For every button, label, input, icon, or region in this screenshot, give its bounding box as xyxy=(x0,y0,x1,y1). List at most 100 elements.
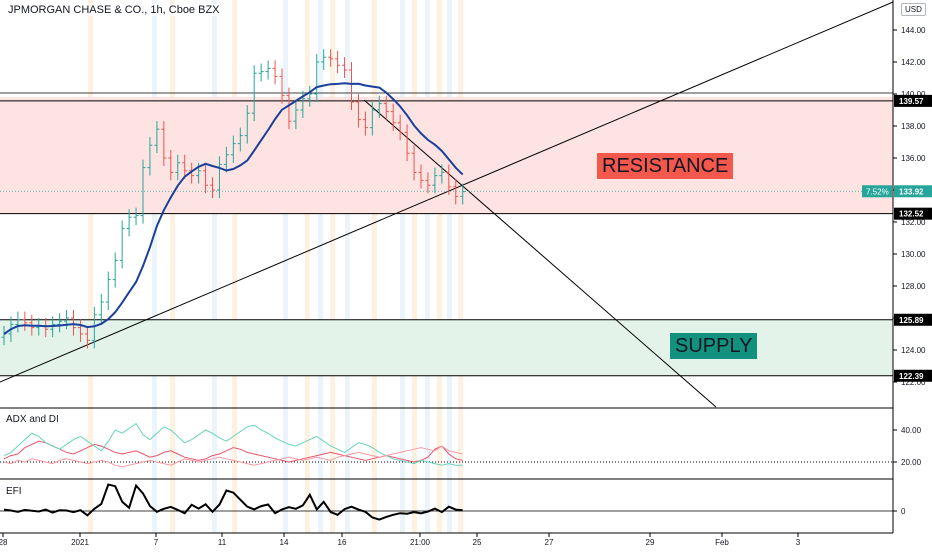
time-tick-label: 11 xyxy=(218,538,227,547)
session-stripe xyxy=(372,0,377,533)
ohlc-bar xyxy=(355,94,361,128)
ohlc-bar xyxy=(175,154,181,181)
session-stripe xyxy=(88,0,93,533)
ohlc-bar xyxy=(244,105,250,144)
ohlc-bar xyxy=(64,310,70,330)
session-stripe xyxy=(232,0,237,533)
session-stripe xyxy=(458,0,463,533)
ohlc-bar xyxy=(265,60,271,80)
ohlc-bar xyxy=(460,183,466,205)
ohlc-bar xyxy=(223,146,229,173)
level-tag-label: 139.57 xyxy=(899,97,924,106)
session-stripe xyxy=(283,0,288,533)
session-stripe xyxy=(400,0,405,533)
price-tick-label: 124.00 xyxy=(901,346,926,355)
ohlc-bar xyxy=(57,313,63,333)
time-tick-label: 7 xyxy=(154,538,159,547)
time-tick-label: 16 xyxy=(338,538,347,547)
falling-trendline xyxy=(363,99,717,408)
ohlc-bar xyxy=(411,145,417,181)
adx-series-line xyxy=(3,445,463,468)
ohlc-bar xyxy=(439,164,445,184)
time-tick-label: 21:00 xyxy=(410,538,431,547)
ohlc-bar xyxy=(404,124,410,162)
ohlc-bar xyxy=(15,311,21,333)
ohlc-bar xyxy=(133,207,139,226)
ohlc-bar xyxy=(203,162,209,194)
ohlc-bar xyxy=(112,252,118,288)
price-tick-label: 122.00 xyxy=(901,378,926,387)
ohlc-bar xyxy=(425,172,431,194)
ohlc-bar xyxy=(98,294,104,323)
session-stripe xyxy=(412,0,417,533)
ohlc-bar xyxy=(383,95,389,120)
ohlc-bar xyxy=(321,49,327,70)
adx-tick-label: 40.00 xyxy=(901,426,922,435)
ohlc-bar xyxy=(397,114,403,141)
ohlc-bar xyxy=(182,154,188,179)
resistance-label: RESISTANCE xyxy=(597,153,734,179)
level-tag-label: 132.52 xyxy=(899,210,924,219)
currency-badge[interactable]: USD xyxy=(901,3,926,16)
session-stripe xyxy=(447,0,452,533)
ohlc-bar xyxy=(432,167,438,194)
ohlc-bar xyxy=(446,164,452,195)
current-price-tag-bg xyxy=(894,185,932,198)
level-tag-bg xyxy=(894,369,932,382)
ohlc-bar xyxy=(71,310,76,336)
ohlc-bar xyxy=(216,156,222,198)
current-price-tag-label: 133.92 xyxy=(899,187,924,196)
ohlc-bar xyxy=(258,63,264,82)
ohlc-bar xyxy=(126,209,132,237)
level-tag-bg xyxy=(894,94,932,107)
time-tick-label: Feb xyxy=(715,538,729,547)
ohlc-bar xyxy=(376,95,382,118)
ohlc-bar xyxy=(140,159,146,224)
session-stripe xyxy=(437,0,442,533)
ohlc-bar xyxy=(335,50,341,74)
session-stripe xyxy=(330,0,335,533)
price-tick-label: 138.00 xyxy=(901,122,926,131)
ohlc-bar xyxy=(390,103,396,131)
time-tick-label: 29 xyxy=(646,538,655,547)
price-tick-label: 132.00 xyxy=(901,218,926,227)
ohlc-bar xyxy=(154,121,160,154)
ohlc-bar xyxy=(210,177,215,198)
ohlc-bar xyxy=(22,311,28,331)
ohlc-bar xyxy=(230,135,236,163)
ohlc-bar xyxy=(84,326,90,349)
price-tick-label: 144.00 xyxy=(901,26,926,35)
time-tick-label: 27 xyxy=(545,538,554,547)
session-stripe xyxy=(170,0,175,533)
ohlc-bar xyxy=(293,102,299,130)
moving-average-line xyxy=(3,82,464,335)
price-tick-label: 142.00 xyxy=(901,58,926,67)
time-tick-label: 25 xyxy=(473,538,482,547)
session-stripe xyxy=(152,0,157,533)
current-change-label: 7.52% xyxy=(866,187,889,196)
chart-title: JPMORGAN CHASE & CO., 1h, Cboe BZX xyxy=(6,4,222,16)
time-tick-label: 28 xyxy=(0,538,8,547)
session-stripe xyxy=(305,0,310,533)
ohlc-bar xyxy=(77,319,83,342)
efi-pane-label: EFI xyxy=(6,486,22,497)
level-tag-label: 125.89 xyxy=(899,316,924,325)
ohlc-bar xyxy=(251,65,257,122)
time-tick-label: 2021 xyxy=(71,538,89,547)
current-change-badge xyxy=(862,185,892,198)
session-stripe xyxy=(212,0,217,533)
session-stripe xyxy=(345,0,350,533)
rising-trendline xyxy=(0,1,894,383)
price-tick-label: 130.00 xyxy=(901,250,926,259)
ohlc-bar xyxy=(147,137,153,176)
price-tick-label: 136.00 xyxy=(901,154,926,163)
adx-tick-label: 20.00 xyxy=(901,458,922,467)
ohlc-bar xyxy=(307,86,313,107)
price-tick-label: 128.00 xyxy=(901,282,926,291)
time-tick-label: 14 xyxy=(280,538,289,547)
level-tag-bg xyxy=(894,207,932,220)
level-tag-bg xyxy=(894,313,932,326)
ohlc-bar xyxy=(314,54,320,102)
